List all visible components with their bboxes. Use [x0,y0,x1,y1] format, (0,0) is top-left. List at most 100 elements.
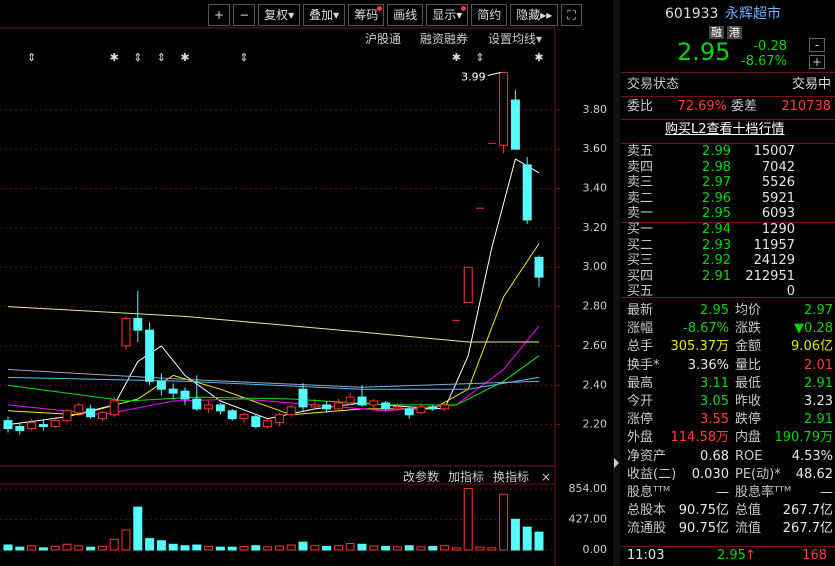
book-price: 2.99 [702,144,731,159]
toolbar-button[interactable]: 显示▾ [426,4,469,26]
toolbar-button[interactable]: + [208,4,231,26]
y-tick-label: 427.00 [569,513,608,526]
volume-bar [239,545,249,551]
book-volume: 11957 [753,237,795,253]
candle-body [345,396,355,404]
volume-bar [428,545,438,551]
stat-label: 收益(二) [627,466,677,482]
stat-value: 0.68 [700,448,729,464]
status-label: 交易状态 [627,77,680,92]
sub-link[interactable]: 设置均线▾ [488,32,543,46]
volume-bar [3,544,13,551]
volume-bar [322,545,332,551]
indicator-button[interactable]: 加指标 [448,470,485,484]
stat-label: 昨收 [735,394,762,409]
divider [621,222,835,223]
y-tick-label: 2.20 [583,418,608,431]
toolbar-button[interactable]: 叠加▾ [303,4,346,26]
divider [621,297,835,298]
splitter[interactable] [613,0,620,566]
stat-value: — [716,485,729,500]
toolbar-button[interactable]: 简约 [471,4,508,26]
volume-bar [298,541,308,551]
stat-label: 金额 [735,339,762,355]
book-price: 2.97 [702,175,731,190]
panel-button[interactable]: - [809,38,825,52]
y-tick-label: 3.60 [583,142,608,155]
candle-body [38,424,48,428]
volume-bar [86,546,96,551]
volume-bar [192,544,202,551]
toolbar-button[interactable]: 筹码 [348,4,385,26]
candle-body [74,404,84,414]
book-price: 2.91 [702,268,731,284]
stat-value: 3.55 [700,412,729,428]
candle-body [286,406,296,416]
stat-value: 2.91 [804,375,833,391]
volume-bar [510,518,520,551]
panel-button[interactable]: + [809,55,825,69]
volume-bar [522,526,532,551]
chart-area: 2.20 2.40 2.60 2.80 3.00 3.20 3.40 3.60 3.80 ⇕ ✱ ⇕ ⇕… [0,0,620,566]
indicator-button[interactable]: × [541,470,552,484]
book-volume: 5921 [761,190,795,206]
candle-body [239,414,249,420]
moving-average-line [7,369,540,388]
stat-label: 跌停 [735,412,762,428]
splitter-handle[interactable] [614,458,619,468]
candle-body [3,420,13,430]
book-label: 买五 [627,284,654,299]
candle-body [381,402,391,410]
stat-value: 48.62 [795,466,833,482]
book-price: 2.92 [702,253,731,268]
volume-bar [451,547,461,551]
y-tick-label: 3.40 [583,182,608,195]
l2-link[interactable]: 购买L2查看十档行情 [665,122,785,137]
event-marker: ⇕ [27,51,36,64]
volume-bar [180,545,190,551]
stat-label: 最新 [627,303,654,318]
volume-bar [381,545,391,551]
event-marker: ✱ [534,51,543,64]
sub-link[interactable]: 融资融券 [420,32,469,46]
stat-value: 3.23 [804,394,833,409]
indicator-button[interactable]: 换指标 [493,470,530,484]
candle-body [510,99,520,150]
indicator-button[interactable]: 改参数 [403,470,440,484]
stat-label: 涨跌 [735,321,762,337]
toolbar-button[interactable]: − [233,4,256,26]
toolbar-button[interactable]: 画线 [387,4,424,26]
stock-name: 永辉超市 [725,6,781,22]
volume-bar [487,547,497,551]
volume-bar [333,545,343,551]
stat-value: 114.58万 [670,430,730,446]
stat-label: 涨停 [627,412,654,428]
stock-tag: 融 [709,26,724,39]
toolbar-button[interactable]: 隐藏▸▸ [510,4,559,26]
book-volume: 0 [786,284,795,299]
toolbar-button[interactable]: ⛶ [561,4,582,26]
stat-label: 总手 [627,339,654,355]
stat-value: — [820,485,833,500]
event-marker: ✱ [452,51,461,64]
candle-body [274,414,284,424]
event-marker: ⇕ [157,51,166,64]
moving-average-line [7,355,540,406]
volume-bar [263,546,273,551]
candle-body [263,420,273,428]
candle-body [333,402,343,410]
divider [621,96,835,97]
toolbar-button[interactable]: 复权▾ [258,4,301,26]
book-volume: 1290 [761,222,795,237]
stat-value: 2.91 [804,412,833,428]
book-volume: 7042 [761,159,795,175]
volume-bar [475,546,485,551]
sub-link[interactable]: 沪股通 [365,32,402,46]
volume-bar [156,540,166,551]
candle-body [298,388,308,408]
tick-arrow: ↑ [745,548,756,563]
book-price: 2.94 [702,222,731,237]
volume-bar [62,543,72,551]
volume-bar [145,538,155,551]
book-volume: 15007 [753,144,795,159]
